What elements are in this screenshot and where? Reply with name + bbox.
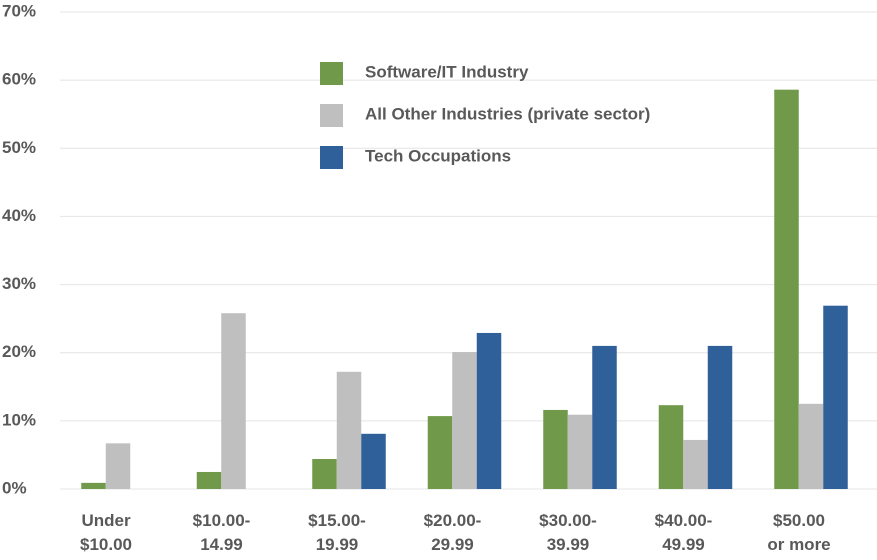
y-tick-label: 50%: [2, 138, 36, 157]
bar: [543, 409, 568, 489]
y-tick-label: 20%: [2, 342, 36, 361]
y-tick-label: 30%: [2, 274, 36, 293]
bar: [567, 414, 593, 489]
bar: [683, 439, 708, 489]
legend-swatch: [320, 104, 343, 127]
y-tick-label: 10%: [2, 410, 36, 429]
y-tick-label: 70%: [2, 1, 36, 20]
y-tick-label: 60%: [2, 70, 36, 89]
bar: [707, 345, 733, 489]
bar: [798, 403, 824, 489]
x-tick-label: Under $10.00: [80, 511, 132, 554]
x-tick-label: $50.00 or more: [767, 511, 830, 554]
bar: [452, 352, 477, 489]
legend-swatch: [320, 146, 343, 169]
bar: [823, 305, 848, 489]
bar: [81, 482, 106, 489]
y-tick-label: 0%: [2, 478, 27, 497]
bar: [774, 89, 799, 489]
bar: [105, 443, 131, 489]
legend-label: All Other Industries (private sector): [365, 104, 650, 123]
y-tick-label: 40%: [2, 206, 36, 225]
x-tick-label: $15.00-19.99: [308, 511, 366, 554]
x-tick-label: $30.00-39.99: [539, 511, 597, 554]
x-tick-label: $10.00-14.99: [193, 511, 251, 554]
bar: [361, 433, 386, 489]
bar: [658, 405, 684, 489]
legend-label: Software/IT Industry: [365, 62, 529, 81]
bar: [196, 471, 222, 489]
bar: [221, 313, 246, 489]
bar: [592, 345, 617, 489]
legend-swatch: [320, 62, 343, 85]
x-tick-label: $40.00-49.99: [655, 511, 713, 554]
bar: [476, 332, 502, 489]
bar: [427, 416, 453, 489]
bar: [336, 371, 362, 489]
bar: [312, 459, 337, 489]
x-tick-label: $20.00-29.99: [424, 511, 482, 554]
legend-label: Tech Occupations: [365, 146, 511, 165]
